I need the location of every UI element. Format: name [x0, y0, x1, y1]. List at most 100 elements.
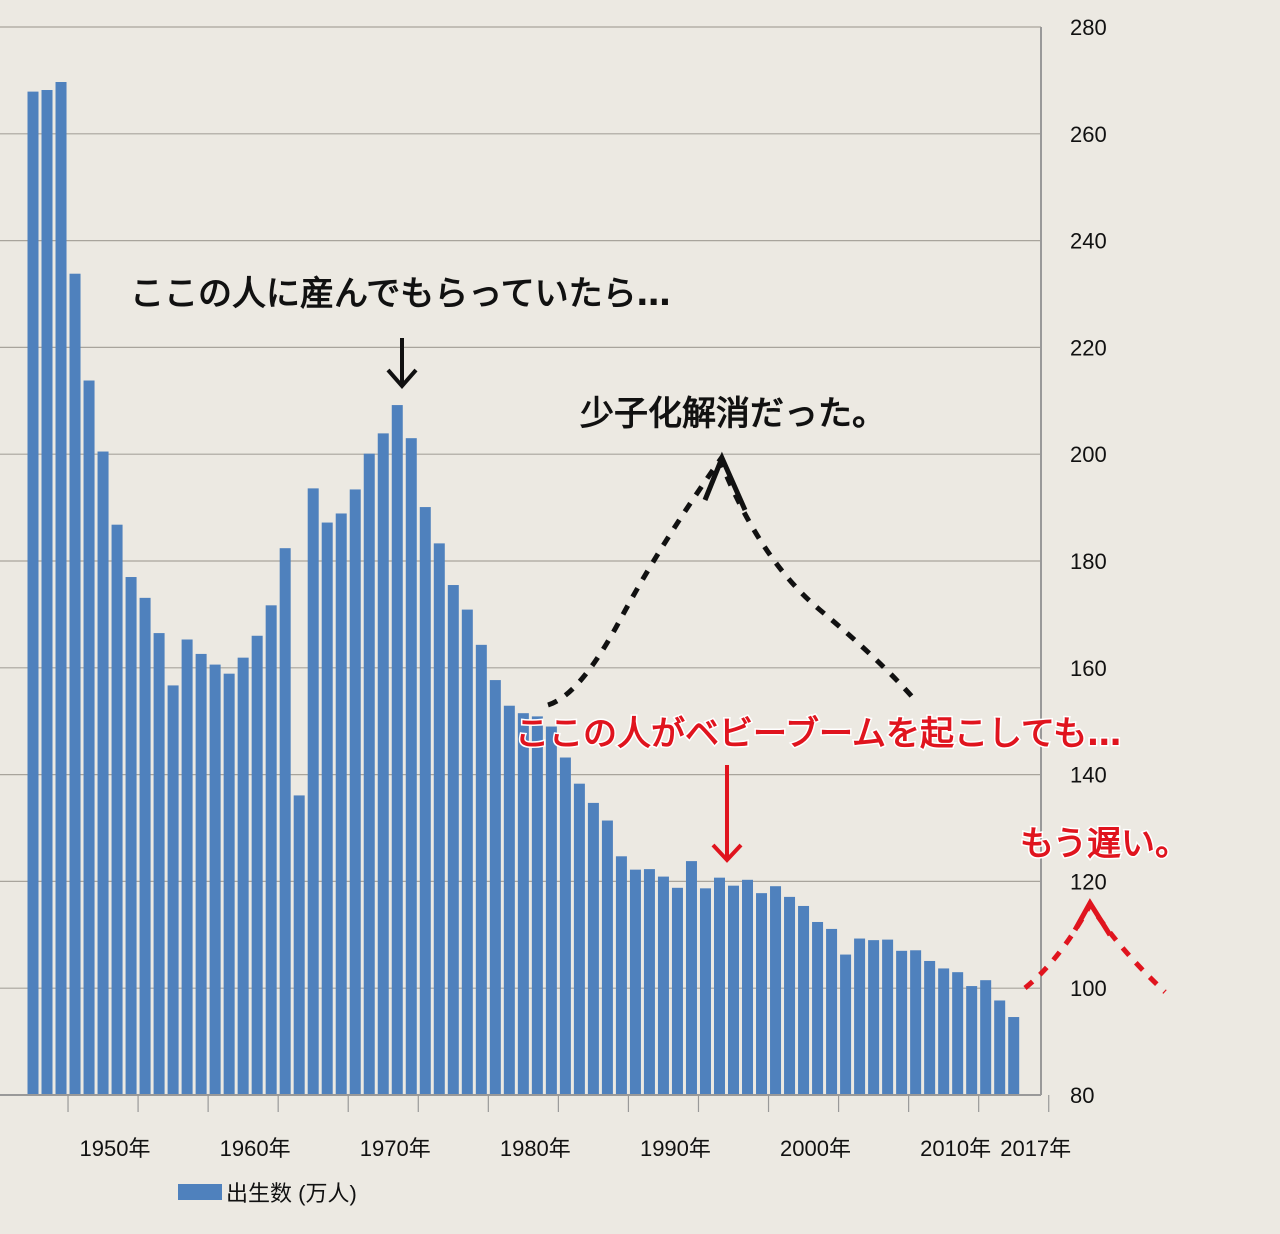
bar-1950	[69, 273, 81, 1095]
bar-1960	[209, 664, 221, 1095]
bars	[27, 82, 1020, 1096]
bar-1964	[265, 605, 277, 1095]
bar-2009	[896, 950, 908, 1095]
y-tick-label: 80	[1070, 1083, 1094, 1108]
bar-1973	[391, 405, 403, 1095]
bar-2014	[966, 986, 978, 1095]
y-tick-label: 160	[1070, 656, 1107, 681]
bar-2006	[854, 938, 866, 1095]
bar-1958	[181, 639, 193, 1095]
bar-2002	[798, 905, 810, 1095]
annotation-text: ここの人に産んでもらっていたら…	[130, 274, 671, 314]
x-tick-label: 1950年	[80, 1136, 151, 1161]
bar-2007	[868, 940, 880, 1095]
annotation-text: 少子化解消だった。	[580, 394, 886, 434]
y-tick-labels: 80 100 120 140 160 180 200 220 240 260 280	[1070, 15, 1107, 1108]
bar-1949	[55, 82, 67, 1095]
bar-2000	[770, 886, 782, 1095]
bar-1952	[97, 451, 109, 1095]
bar-1965	[279, 548, 291, 1095]
legend-label: 出生数 (万人)	[226, 1181, 357, 1206]
bar-1976	[433, 543, 445, 1095]
bar-1953	[111, 524, 123, 1095]
bar-1984	[545, 726, 557, 1095]
bar-1981	[503, 705, 515, 1095]
bar-1989	[615, 856, 627, 1095]
bar-2004	[826, 928, 838, 1095]
bar-2013	[952, 972, 964, 1095]
legend-swatch	[178, 1184, 222, 1200]
bar-1959	[195, 653, 207, 1095]
bar-1992	[657, 876, 669, 1095]
bar-1967	[307, 488, 319, 1096]
bar-1971	[363, 453, 375, 1095]
bar-1977	[447, 585, 459, 1095]
bar-2017	[1008, 1017, 1020, 1095]
bar-1993	[671, 887, 683, 1095]
bar-1966	[293, 795, 305, 1095]
bar-2005	[840, 954, 852, 1095]
bar-2015	[980, 980, 992, 1095]
y-tick-label: 140	[1070, 763, 1107, 788]
bar-1997	[728, 885, 739, 1095]
bar-1975	[419, 507, 431, 1095]
bar-1998	[742, 879, 754, 1095]
bar-1990	[629, 869, 641, 1095]
bar-2001	[784, 896, 796, 1095]
peak-caret	[1072, 898, 1113, 937]
bar-2008	[882, 939, 894, 1095]
bar-1991	[643, 869, 655, 1095]
bar-1968	[321, 522, 333, 1095]
bar-1982	[517, 713, 529, 1095]
bar-1987	[587, 802, 599, 1095]
bar-1986	[573, 783, 585, 1095]
legend: 出生数 (万人)	[178, 1181, 357, 1206]
bar-1957	[167, 685, 179, 1095]
bar-1948	[41, 90, 53, 1095]
bar-1974	[405, 438, 417, 1095]
bar-1956	[153, 633, 165, 1095]
bar-1955	[139, 597, 151, 1095]
down-arrow-icon	[386, 338, 418, 390]
y-tick-label: 220	[1070, 335, 1107, 360]
y-tick-label: 280	[1070, 15, 1107, 40]
bar-1978	[461, 609, 473, 1095]
bar-1985	[559, 757, 571, 1095]
annotation-text: ここの人がベビーブームを起こしても…	[515, 714, 1121, 754]
bar-1954	[125, 577, 137, 1095]
y-tick-label: 100	[1070, 976, 1107, 1001]
bar-2016	[994, 1000, 1006, 1095]
bar-1962	[237, 657, 249, 1095]
x-tick-label: 2010年	[920, 1136, 991, 1161]
bar-1961	[223, 673, 235, 1095]
bar-1951	[83, 380, 95, 1095]
bar-1995	[699, 888, 711, 1095]
y-tick-label: 200	[1070, 442, 1107, 467]
bar-1969	[335, 513, 347, 1095]
bar-2012	[938, 968, 950, 1095]
bar-1983	[531, 716, 543, 1095]
y-tick-label: 120	[1070, 869, 1107, 894]
annotation-text: もう遅い。	[1020, 824, 1189, 864]
x-tick-label: 1990年	[640, 1136, 711, 1161]
x-tick-label: 1960年	[220, 1136, 291, 1161]
bar-1979	[475, 644, 487, 1095]
bar-2003	[812, 921, 824, 1095]
bar-1947	[27, 91, 39, 1095]
bar-1970	[349, 489, 361, 1096]
bar-1996	[713, 877, 725, 1095]
bar-1999	[756, 893, 768, 1095]
x-tick-labels: 1950年 1960年 1970年 1980年 1990年 2000年 2010年 2017年	[67, 1095, 1071, 1161]
y-tick-label: 260	[1070, 122, 1107, 147]
x-tick-label: 1970年	[360, 1136, 431, 1161]
x-tick-label: 1980年	[500, 1136, 571, 1161]
x-tick-label: 2017年	[1000, 1136, 1071, 1161]
peak-caret	[702, 451, 748, 512]
bar-1988	[601, 820, 613, 1095]
y-tick-label: 180	[1070, 549, 1107, 574]
bar-1994	[685, 861, 697, 1095]
bar-2011	[924, 960, 936, 1095]
bar-2010	[910, 950, 922, 1095]
x-tick-label: 2000年	[780, 1136, 851, 1161]
